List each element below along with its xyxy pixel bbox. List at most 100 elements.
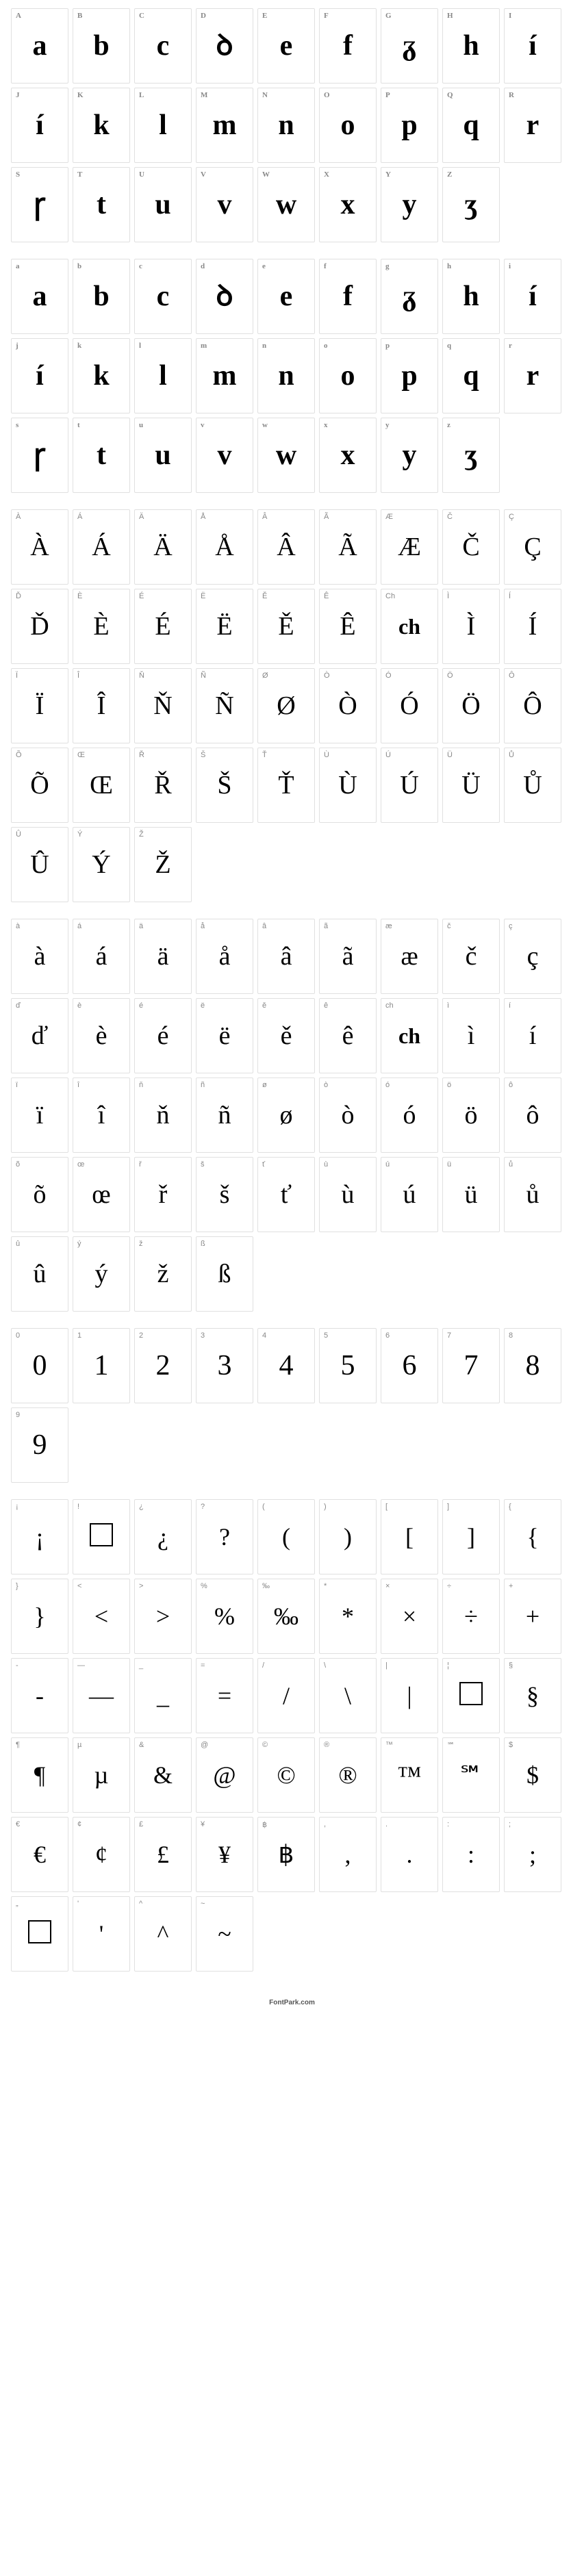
- glyph-display: ch: [398, 1025, 420, 1047]
- glyph-cell: !: [73, 1499, 130, 1574]
- glyph-cell: ]]: [442, 1499, 500, 1574]
- glyph-cell: ££: [134, 1817, 192, 1892]
- glyph-cell: 88: [504, 1328, 561, 1403]
- glyph-cell: Mm: [196, 88, 253, 163]
- glyph-label: ;: [509, 1820, 511, 1828]
- glyph-label: ¡: [16, 1503, 18, 1511]
- glyph-display: ™: [397, 1763, 421, 1787]
- glyph-cell: Cc: [134, 8, 192, 84]
- glyph-label: µ: [77, 1741, 81, 1749]
- glyph-display: 0: [33, 1351, 47, 1380]
- glyph-cell: ^^: [134, 1896, 192, 1972]
- glyph-display: £: [157, 1842, 169, 1867]
- glyph-cell: gᵹ: [381, 259, 438, 334]
- glyph-cell: oo: [319, 338, 377, 413]
- glyph-cell: òò: [319, 1077, 377, 1153]
- glyph-cell: øø: [257, 1077, 315, 1153]
- glyph-cell: Ií: [504, 8, 561, 84]
- glyph-display: ×: [403, 1604, 416, 1629]
- glyph-display: 9: [33, 1431, 47, 1459]
- glyph-display: ô: [526, 1102, 539, 1128]
- glyph-label: ù: [324, 1160, 328, 1169]
- glyph-display: v: [218, 190, 232, 219]
- glyph-display: ď: [31, 1023, 49, 1049]
- glyph-cell: ÆÆ: [381, 509, 438, 585]
- glyph-display: ň: [157, 1102, 170, 1128]
- glyph-label: ×: [385, 1582, 390, 1590]
- glyph-label: j: [16, 342, 18, 350]
- glyph-display: l: [159, 361, 167, 390]
- glyph-label: £: [139, 1820, 143, 1828]
- glyph-label: õ: [16, 1160, 20, 1169]
- glyph-label: g: [385, 262, 390, 270]
- glyph-cell: ÊÊ: [319, 589, 377, 664]
- glyph-cell: ฿฿: [257, 1817, 315, 1892]
- glyph-label: 8: [509, 1331, 513, 1340]
- glyph-label: T: [77, 170, 82, 179]
- glyph-cell: ÄÄ: [134, 509, 192, 585]
- glyph-label: ö: [447, 1081, 451, 1089]
- glyph-label: h: [447, 262, 451, 270]
- glyph-label: Õ: [16, 751, 22, 759]
- glyph-cell: ÉÉ: [134, 589, 192, 664]
- glyph-display: Ò: [338, 693, 357, 719]
- glyph-display: à: [34, 943, 46, 969]
- glyph-display: ¶: [34, 1763, 45, 1787]
- glyph-display: w: [276, 441, 296, 470]
- glyph-label: Î: [77, 672, 79, 680]
- glyph-cell: ++: [504, 1579, 561, 1654]
- glyph-label: W: [262, 170, 270, 179]
- glyph-display: ç: [527, 943, 539, 969]
- glyph-display: Ô: [523, 693, 542, 719]
- glyph-display: w: [276, 190, 296, 219]
- glyph-cell: sꞅ: [11, 418, 68, 493]
- glyph-display: ฿: [279, 1842, 294, 1867]
- glyph-cell: ŒŒ: [73, 748, 130, 823]
- glyph-label: Ú: [385, 751, 391, 759]
- glyph-label: Š: [201, 751, 205, 759]
- glyph-label: 0: [16, 1331, 20, 1340]
- glyph-display: ť: [281, 1182, 292, 1208]
- glyph-label: å: [201, 922, 205, 930]
- glyph-label: œ: [77, 1160, 84, 1169]
- glyph-label: š: [201, 1160, 205, 1169]
- glyph-label: ř: [139, 1160, 142, 1169]
- glyph-cell: ¡¡: [11, 1499, 68, 1574]
- glyph-display: Æ: [398, 534, 421, 560]
- glyph-label: —: [77, 1661, 85, 1670]
- glyph-label: Ó: [385, 672, 392, 680]
- glyph-cell: **: [319, 1579, 377, 1654]
- glyph-display: ¥: [218, 1842, 231, 1867]
- glyph-label: f: [324, 262, 327, 270]
- glyph-label: L: [139, 91, 144, 99]
- glyph-cell: Sꞅ: [11, 167, 68, 242]
- glyph-display: ': [99, 1922, 104, 1946]
- glyph-cell: ÕÕ: [11, 748, 68, 823]
- glyph-cell: ÎÎ: [73, 668, 130, 743]
- glyph-cell: --: [11, 1658, 68, 1733]
- glyph-display: Œ: [90, 772, 113, 798]
- glyph-label: ñ: [201, 1081, 205, 1089]
- glyph-cell: ýý: [73, 1236, 130, 1312]
- glyph-display: u: [155, 190, 170, 219]
- glyph-display: õ: [34, 1182, 47, 1208]
- glyph-display: \: [344, 1683, 351, 1708]
- glyph-cell: ((: [257, 1499, 315, 1574]
- glyph-label: ß: [201, 1240, 205, 1248]
- glyph-label: x: [324, 421, 328, 429]
- glyph-cell: __: [134, 1658, 192, 1733]
- glyph-cell: nn: [257, 338, 315, 413]
- glyph-label: F: [324, 12, 329, 20]
- glyph-label: 2: [139, 1331, 143, 1340]
- glyph-cell: „: [11, 1896, 68, 1972]
- glyph-display: ý: [95, 1261, 108, 1287]
- glyph-cell: bb: [73, 259, 130, 334]
- glyph-display: ÷: [464, 1604, 478, 1629]
- glyph-label: Ì: [447, 592, 449, 600]
- glyph-label: /: [262, 1661, 264, 1670]
- glyph-display: Ç: [524, 534, 541, 560]
- glyph-label: Û: [16, 830, 21, 839]
- glyph-cell: ××: [381, 1579, 438, 1654]
- glyph-display: r: [526, 361, 539, 390]
- glyph-label: Æ: [385, 513, 393, 521]
